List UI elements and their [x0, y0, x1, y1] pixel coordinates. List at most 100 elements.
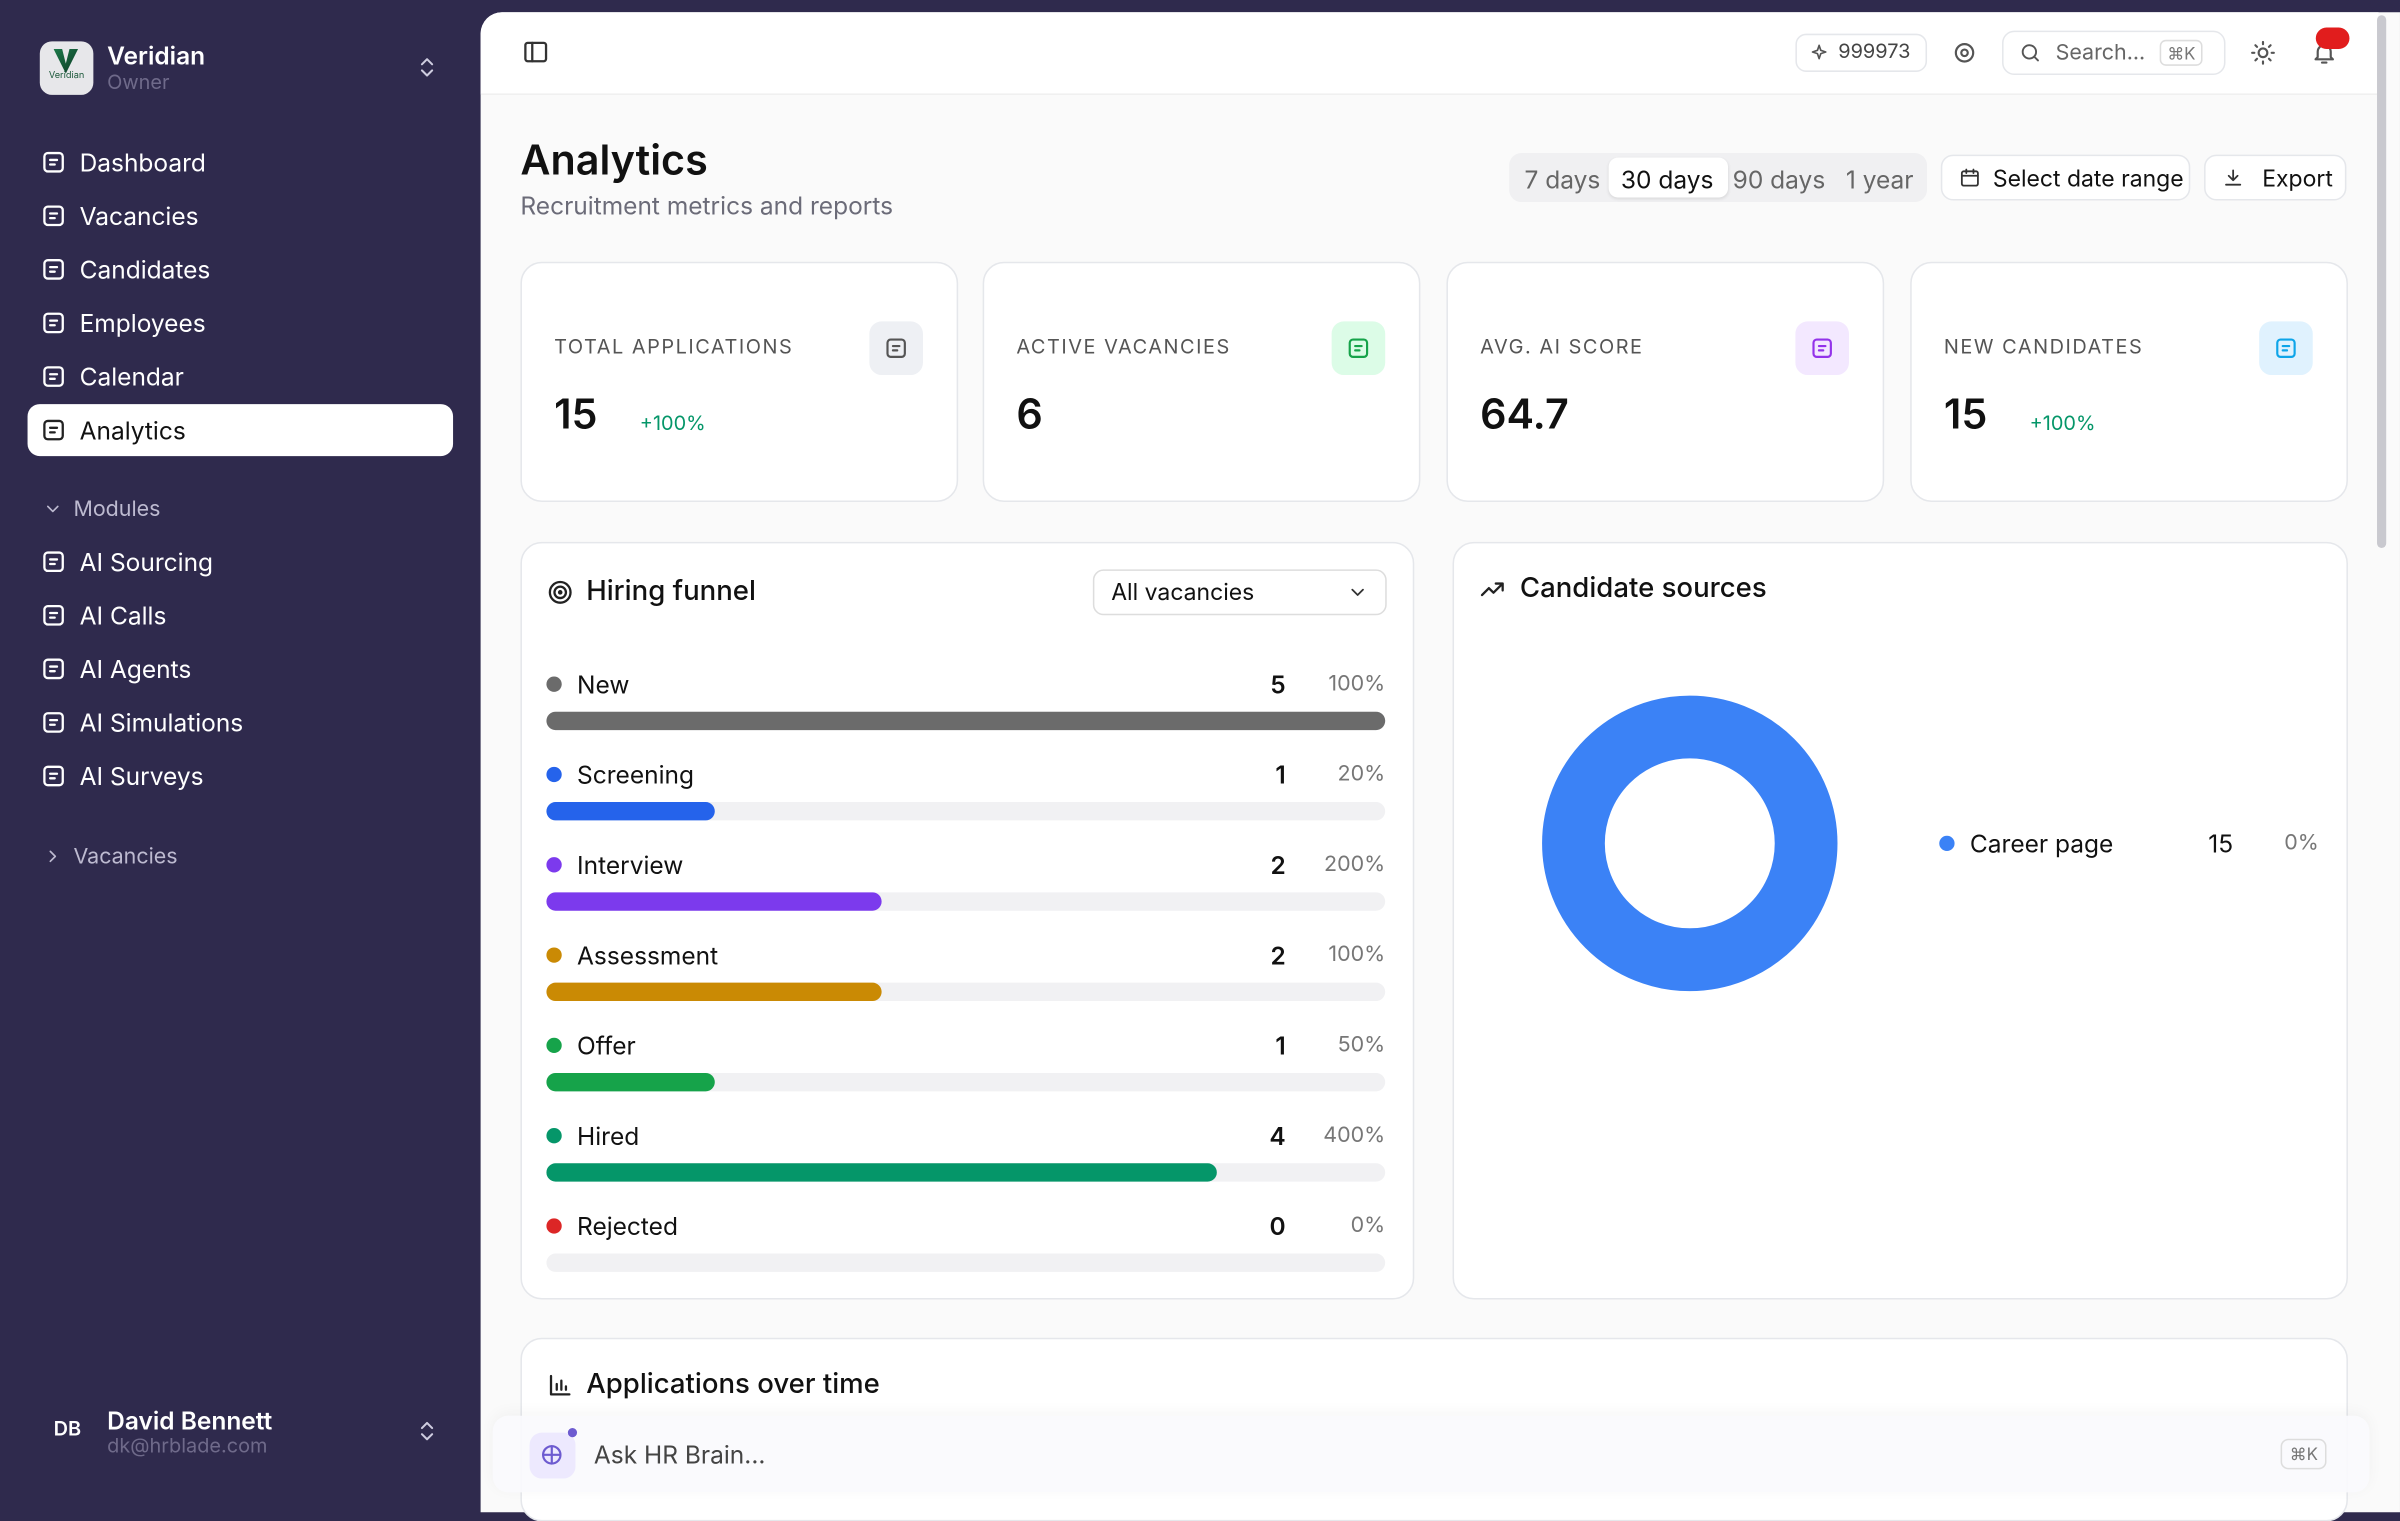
stage-count: 1 — [1275, 759, 1286, 790]
user-email: dk@hrblade.com — [107, 1434, 268, 1459]
org-name: Veridian — [107, 39, 206, 71]
range-option[interactable]: 90 days — [1732, 163, 1826, 195]
stage-dot — [546, 1128, 562, 1144]
scrollbar — [2377, 15, 2387, 548]
export-button[interactable] — [2204, 154, 2347, 201]
range-option[interactable]: 1 year — [1845, 163, 1914, 195]
stage-name: Interview — [577, 849, 684, 881]
assistant-dot — [567, 1428, 578, 1438]
org-role: Owner — [107, 70, 170, 95]
kpi-card — [520, 261, 959, 503]
nav-item[interactable]: Dashboard — [79, 146, 206, 178]
credits: 999973 — [1838, 39, 1911, 65]
kpi-value: 64.7 — [1480, 388, 1569, 440]
stage-bar — [546, 802, 715, 821]
legend-name: Career page — [1969, 828, 2114, 859]
user-switch — [420, 1421, 434, 1441]
date-range-button[interactable] — [1940, 154, 2191, 201]
nav-item[interactable]: Calendar — [79, 361, 184, 392]
nav-icon — [43, 151, 64, 173]
nav-item[interactable]: Employees — [79, 307, 206, 339]
notification-badge — [2315, 27, 2350, 49]
stage-dot — [546, 947, 562, 963]
stage-percent: 100% — [1328, 670, 1386, 697]
sources-title: Candidate sources — [1519, 572, 1767, 605]
assistant-bar[interactable] — [492, 1415, 2370, 1493]
filter-chevron — [1351, 588, 1364, 596]
modules-label[interactable]: Modules — [73, 495, 161, 522]
module-item[interactable]: AI Calls — [79, 599, 167, 631]
kpi-icon-bg — [869, 321, 923, 375]
user-name: David Bennett — [107, 1405, 273, 1436]
nav-item[interactable]: Analytics — [79, 414, 186, 446]
vacancies-label[interactable]: Vacancies — [73, 843, 178, 870]
kpi-label: ACTIVE VACANCIES — [1016, 335, 1231, 360]
nav-item[interactable]: Candidates — [79, 254, 211, 285]
kpi-label: AVG. AI SCORE — [1480, 335, 1644, 360]
module-item[interactable]: AI Sourcing — [79, 546, 214, 578]
stage-percent: 400% — [1323, 1121, 1386, 1148]
funnel-filter-box[interactable] — [1092, 569, 1387, 616]
stage-bar — [546, 982, 882, 1002]
nav-icon — [43, 419, 64, 441]
stage-percent: 200% — [1324, 851, 1386, 878]
legend-percent: 0% — [2284, 829, 2319, 856]
stage-dot — [546, 857, 562, 873]
stage-track — [546, 1072, 1386, 1092]
module-icon — [43, 712, 64, 733]
kpi-change: +100% — [2029, 411, 2096, 437]
kpi-label: TOTAL APPLICATIONS — [554, 335, 794, 360]
nav-icon — [43, 205, 64, 227]
legend-count: 15 — [2208, 828, 2234, 859]
applications-icon — [549, 1374, 571, 1396]
kpi-change: +100% — [639, 411, 706, 437]
range-selected-bg — [1608, 157, 1729, 198]
kpi-card — [982, 261, 1421, 503]
user-initials: DB — [53, 1417, 82, 1442]
stage-bar — [546, 1163, 1218, 1182]
stage-percent: 20% — [1337, 760, 1386, 787]
search: Search... — [2055, 39, 2146, 66]
funnel-icon — [548, 580, 572, 604]
date-range: Select date range — [1992, 163, 2184, 193]
stage-count: 5 — [1270, 668, 1286, 700]
page-title: Analytics — [520, 134, 708, 186]
calendar-icon — [1960, 168, 1979, 187]
range-option[interactable]: 30 days — [1620, 163, 1714, 195]
stage-track — [546, 802, 1386, 821]
module-item[interactable]: AI Agents — [79, 653, 192, 685]
assistant-placeholder: Ask HR Brain... — [593, 1438, 766, 1470]
funnel-filter: All vacancies — [1111, 577, 1255, 607]
range-option[interactable]: 7 days — [1524, 163, 1601, 195]
kpi-card — [1910, 261, 2348, 503]
theme — [2251, 40, 2275, 65]
export-icon — [2225, 169, 2242, 186]
sources-icon — [1480, 582, 1504, 597]
kpi-card — [1446, 261, 1885, 503]
stage-count: 1 — [1275, 1030, 1286, 1061]
search-box[interactable] — [2002, 30, 2226, 75]
stage-name: Screening — [577, 759, 695, 790]
stage-count: 2 — [1270, 939, 1286, 971]
module-item[interactable]: AI Surveys — [79, 760, 204, 792]
stage-percent: 100% — [1328, 941, 1386, 968]
stage-dot — [546, 1037, 562, 1054]
nav-item[interactable]: Vacancies — [79, 200, 199, 232]
module-icon — [43, 765, 64, 787]
kpi-label: NEW CANDIDATES — [1943, 335, 2144, 360]
search-icon — [2021, 44, 2039, 62]
funnel-card — [520, 541, 1415, 1300]
stage-dot — [546, 676, 562, 692]
sidebar-toggle — [524, 41, 548, 63]
nav-icon — [43, 312, 64, 334]
module-item[interactable]: AI Simulations — [79, 707, 244, 738]
kpi-icon — [1348, 338, 1369, 358]
stage-name: Rejected — [577, 1210, 678, 1242]
nav-active-bg — [27, 404, 454, 457]
stage-track — [546, 1253, 1386, 1272]
stage-count: 0 — [1269, 1210, 1286, 1242]
module-icon — [43, 604, 64, 626]
stage-bar — [546, 1072, 715, 1092]
kpi-icon-bg — [1331, 321, 1386, 375]
